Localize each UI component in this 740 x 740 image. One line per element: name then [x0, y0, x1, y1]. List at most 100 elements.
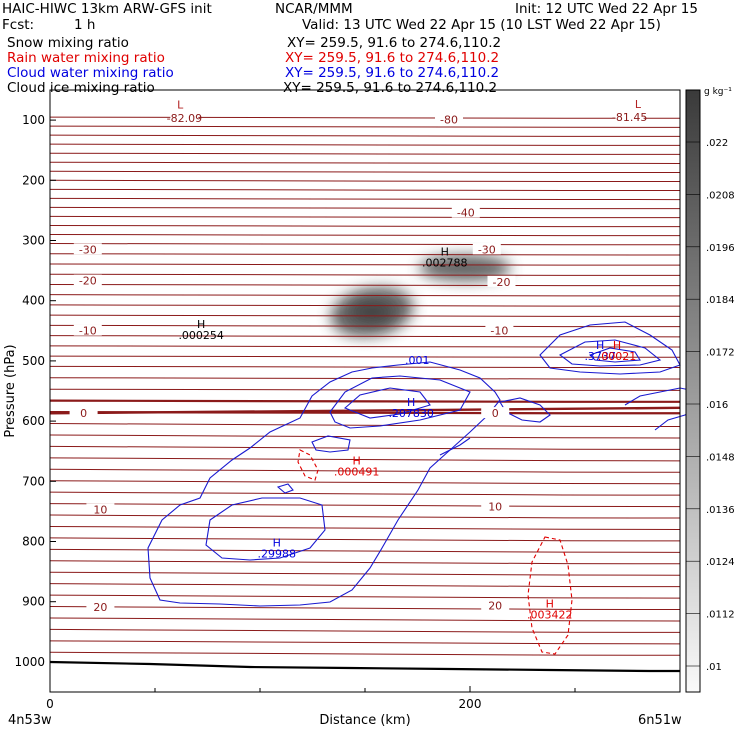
x-endpoint-right: 6n51w: [638, 713, 682, 728]
isotherm-line: [49, 514, 681, 519]
colorbar-label: .0136: [706, 505, 735, 516]
field-rain-xy: XY= 259.5, 91.6 to 274.6,110.2: [285, 50, 500, 66]
isotherm-label: 10: [93, 503, 107, 516]
isotherm-line: [49, 606, 681, 611]
extremum-marker: H: [596, 339, 604, 352]
field-snow-xy: XY= 259.5, 91.6 to 274.6,110.2: [287, 35, 502, 51]
colorbar-label: .0124: [706, 557, 735, 568]
isotherm-line: [49, 170, 681, 173]
y-tick-label: 1000: [14, 655, 45, 669]
isotherm-line: [49, 116, 681, 119]
isotherm-line: [49, 548, 681, 553]
isotherm-line: [49, 335, 681, 338]
isotherm-label: -80: [440, 113, 458, 126]
isotherm-label-bg: [472, 243, 501, 255]
isotherm-line: [49, 399, 681, 403]
isotherm-line: [49, 423, 681, 428]
isotherm-line: [49, 651, 681, 656]
ground-surface: [49, 660, 680, 673]
isotherm-line: [49, 525, 681, 530]
extrema-labels: L LH.002788H.000254H.3737H.00021H.207830H…: [177, 98, 642, 622]
isotherm-label: -82.09: [167, 112, 202, 125]
valid-time: Valid: 13 UTC Wed 22 Apr 15 (10 LST Wed …: [302, 17, 661, 33]
extremum-value: .3737: [584, 350, 616, 363]
isotherm-line: [49, 365, 681, 369]
colorbar-label: .0148: [706, 452, 735, 463]
snow-shading: [330, 255, 511, 337]
isotherm-line: [49, 224, 681, 228]
isotherm-line: [49, 491, 681, 496]
isotherm-line: [49, 188, 681, 192]
isotherm-line: [49, 480, 681, 485]
isotherm-line: [49, 617, 681, 622]
colorbar-label: .0172: [706, 348, 735, 359]
y-tick-label: 300: [22, 234, 45, 248]
y-tick-label: 200: [22, 173, 45, 187]
isotherm-line: [49, 594, 681, 599]
y-tick-label: 500: [22, 354, 45, 368]
isotherm-label: 0: [492, 407, 499, 420]
colorbar-unit: g kg⁻¹: [704, 87, 732, 97]
isotherm-label: -30: [478, 243, 496, 256]
isotherm-line: [49, 263, 681, 266]
x-axis: 0 200: [46, 686, 576, 711]
isotherm-label: -10: [490, 325, 508, 338]
isotherm-label: 0: [80, 407, 87, 420]
isotherm-line: [49, 377, 681, 380]
colorbar-label: .0112: [706, 610, 735, 621]
isotherm-label-bg: [485, 324, 514, 336]
isotherm-label-bg: [86, 600, 115, 612]
isotherm-line: [49, 304, 681, 307]
model-title: HAIC-HIWC 13km ARW-GFS init: [2, 1, 212, 17]
extremum-marker: H: [546, 598, 554, 611]
y-tick-label: 800: [22, 535, 45, 549]
org-label: NCAR/MMM: [275, 1, 353, 17]
contour-label: .001: [405, 354, 430, 367]
isotherm-line: [49, 273, 681, 276]
isotherm-label-bg: [73, 274, 102, 286]
isotherm-label-bg: [170, 112, 199, 124]
isotherm-line: [49, 468, 681, 473]
isotherm-line: [49, 445, 681, 450]
isotherm-line: [49, 134, 681, 137]
isotherm-label-bg: [73, 324, 102, 336]
x-axis-label: Distance (km): [319, 713, 410, 728]
x-endpoint-left: 4n53w: [8, 713, 52, 728]
colorbar-label: .01: [706, 662, 722, 673]
fcst-label: Fcst:: [2, 17, 35, 33]
cloud-water-contours: [147, 321, 691, 607]
isotherm-lines: [49, 116, 681, 656]
isotherm-label: 20: [93, 601, 107, 614]
field-snow-name: Snow mixing ratio: [7, 35, 129, 51]
isotherm-line: [49, 571, 681, 576]
isotherm-label: -20: [79, 275, 97, 288]
freezing-level-line: [49, 406, 681, 415]
extremum-marker: L: [635, 98, 642, 111]
isotherm-label: 10: [488, 500, 502, 513]
isotherm-line: [49, 233, 681, 237]
isotherm-label: -40: [457, 207, 475, 220]
colorbar-label: .0208: [706, 190, 735, 201]
extremum-value: .000254: [178, 329, 224, 342]
y-tick-label: 400: [22, 294, 45, 308]
isotherm-line: [49, 503, 681, 508]
isotherm-line: [49, 283, 681, 287]
isotherm-label: -81.45: [612, 111, 647, 124]
isotherm-line: [49, 345, 681, 348]
rain-contours: [297, 449, 573, 655]
isotherm-line: [49, 560, 681, 565]
isotherm-label-bg: [73, 243, 102, 255]
y-tick-label: 700: [22, 474, 45, 488]
extremum-marker: H: [352, 454, 360, 467]
isotherm-label: -10: [79, 325, 97, 338]
colorbar-label: .0184: [706, 295, 735, 306]
extremum-value: .003422: [527, 609, 573, 622]
isotherm-label-bg: [86, 503, 115, 515]
isotherm-label: 20: [488, 600, 502, 613]
isotherm-label-bg: [481, 500, 510, 512]
isotherm-line: [49, 253, 681, 256]
colorbar-label: .016: [706, 400, 728, 411]
field-cloud-ice-name: Cloud ice mixing ratio: [7, 80, 155, 96]
isotherm-line: [49, 161, 681, 164]
